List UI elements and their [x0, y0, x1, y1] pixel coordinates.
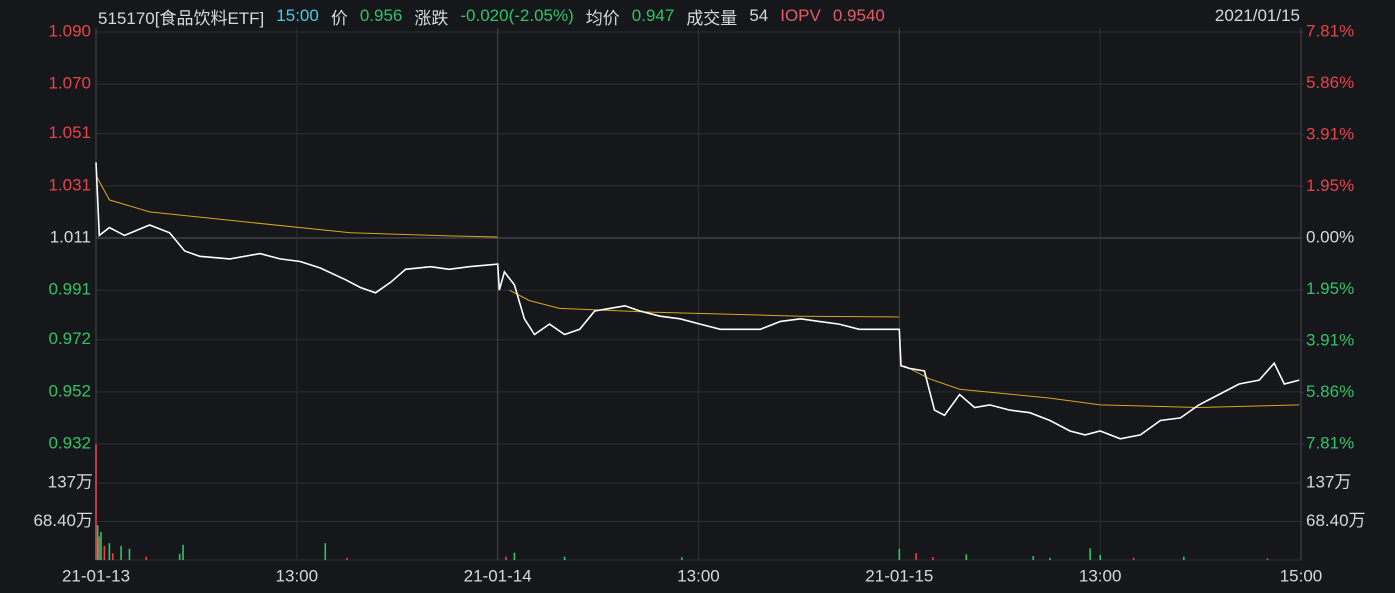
volume-bar [1266, 558, 1269, 560]
volume-bar [898, 548, 901, 560]
volume-tick-label: 68.40万 [33, 511, 93, 530]
iopv-label: IOPV [780, 6, 821, 25]
volume-bar [95, 444, 97, 560]
volume-tick-label: 137万 [48, 472, 93, 491]
volume-bar [96, 525, 99, 560]
y2-tick-label: 1.95% [1306, 176, 1354, 195]
series-line [95, 175, 1300, 409]
volume-bar [1183, 556, 1185, 560]
volume-bar [915, 553, 917, 560]
volume-bar [178, 553, 181, 560]
volume-bar [103, 545, 106, 560]
volume-bar [182, 544, 184, 560]
x-tick-label: 13:00 [276, 566, 319, 585]
volume-bar [145, 556, 148, 560]
volume: 54 [749, 6, 769, 25]
y2-tick-label: 1.95% [1306, 279, 1354, 298]
avg-label: 均价 [585, 8, 620, 28]
volume-bar [98, 536, 101, 560]
header: 515170[食品饮料ETF] 15:00 价 0.956 涨跌 -0.020(… [98, 4, 1300, 28]
y-tick-label: 0.952 [48, 381, 91, 400]
avg: 0.947 [631, 6, 675, 25]
x-tick-label: 21-01-14 [464, 566, 532, 585]
y-tick-label: 1.070 [48, 74, 91, 93]
iopv: 0.9540 [832, 6, 885, 25]
y2-tick-label: 7.81% [1306, 21, 1354, 40]
volume-bar [111, 553, 114, 560]
series-line [95, 162, 1300, 440]
volume-bar [965, 554, 968, 560]
volume-bar [1099, 554, 1101, 560]
y-tick-label: 0.972 [48, 329, 91, 348]
volume-bar [108, 543, 111, 560]
x-tick-label: 13:00 [1079, 566, 1122, 585]
date: 2021/01/15 [1214, 6, 1300, 25]
y2-tick-label: 3.91% [1306, 124, 1354, 143]
y-tick-label: 0.991 [48, 280, 91, 299]
x-tick-label: 21-01-13 [62, 566, 130, 585]
volume-bar [1032, 556, 1035, 560]
volume-tick-label-right: 137万 [1306, 472, 1351, 491]
y-tick-label: 1.090 [48, 21, 91, 40]
x-tick-label: 13:00 [677, 566, 720, 585]
y-tick-label: 1.031 [48, 175, 91, 194]
change-label: 涨跌 [414, 8, 449, 28]
volume-bar [100, 531, 102, 560]
y-tick-label: 0.932 [48, 433, 91, 452]
volume-bar [563, 556, 566, 560]
volume-bar [932, 557, 934, 560]
y2-tick-label: 7.81% [1306, 433, 1354, 452]
y2-tick-label: 5.86% [1306, 382, 1354, 401]
volume-bar [505, 556, 507, 560]
volume-bar [324, 543, 327, 560]
volume-bar [1049, 557, 1051, 560]
volume-bar [346, 557, 348, 560]
volume-label: 成交量 [686, 8, 738, 28]
volume-bar [1132, 557, 1135, 560]
title: 515170[食品饮料ETF] [98, 8, 265, 28]
time: 15:00 [276, 6, 319, 25]
x-tick-label: 15:00 [1280, 566, 1323, 585]
volume-bar [120, 545, 122, 560]
volume-bar [1089, 548, 1091, 560]
volume-bar [680, 557, 683, 560]
y2-tick-label: 5.86% [1306, 73, 1354, 92]
y2-tick-label: 0.00% [1306, 227, 1354, 246]
x-tick-label: 21-01-15 [865, 566, 933, 585]
volume-tick-label-right: 68.40万 [1306, 511, 1366, 530]
y-tick-label: 1.011 [50, 227, 91, 246]
y-tick-label: 1.051 [48, 123, 91, 142]
volume-bar [128, 548, 131, 560]
change: -0.020(-2.05%) [460, 6, 574, 25]
volume-bar [513, 552, 516, 560]
y2-tick-label: 3.91% [1306, 331, 1354, 350]
price-label: 价 [330, 8, 348, 28]
price: 0.956 [359, 6, 403, 25]
